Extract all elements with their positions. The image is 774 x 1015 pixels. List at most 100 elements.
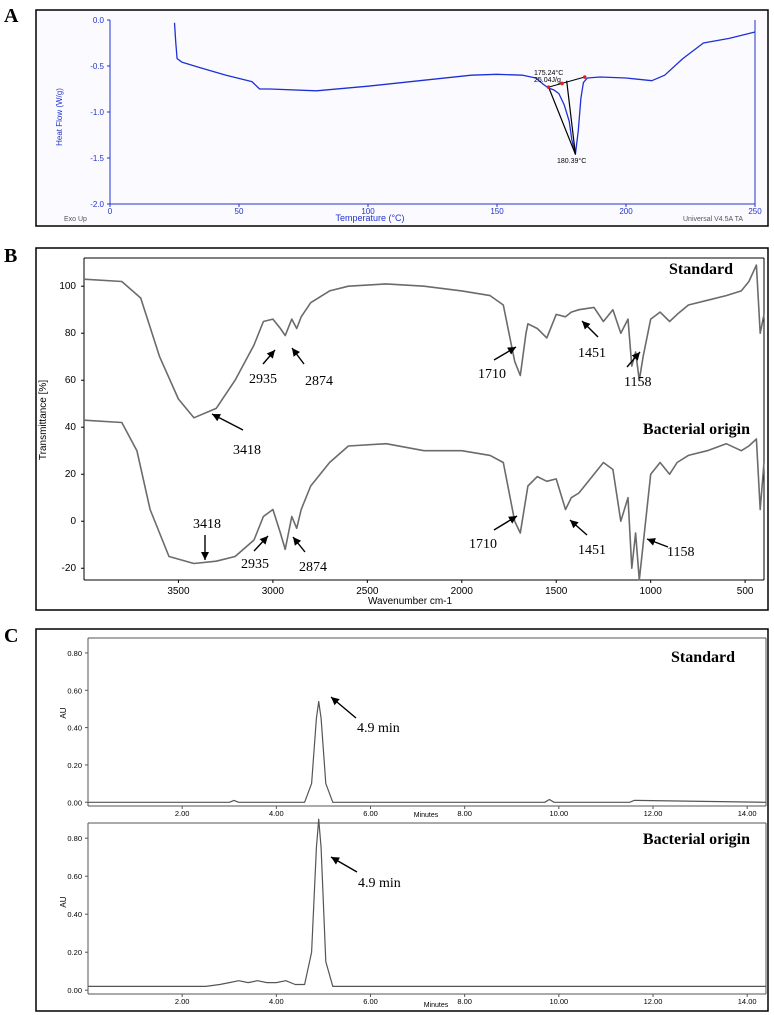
panel-c-standard-x-tick-label: 4.00 (269, 809, 284, 818)
panel-a-plot: 0 50 100 150 200 250 0.0 -0.5 -1.0 -1.5 -2.0 (90, 16, 762, 216)
panel-c-bacterial-peak-arrow-head (331, 857, 340, 865)
panel-c-frame (35, 628, 769, 1012)
panel-a-dsc-thermogram: A 0 50 100 150 200 250 0.0 -0.5 -1.0 -1.5 -2.0 Hea… (4, 5, 769, 227)
panel-b-bac-label-1710: 1710 (469, 537, 497, 552)
panel-a-y-axis-label: Heat Flow (W/g) (55, 88, 64, 146)
panel-b-std-label-2874: 2874 (305, 374, 333, 389)
panel-c-standard-peak-label: 4.9 min (357, 721, 400, 736)
panel-b-bac-arrow-1710-head (508, 516, 517, 524)
panel-b-y-tick-label: 60 (65, 375, 77, 386)
panel-b-y-tick-label: 20 (65, 469, 77, 480)
panel-c-bacterial-y-axis-label: AU (59, 896, 68, 907)
panel-b-std-arrow-1451-head (582, 321, 591, 330)
panel-a-x-tick-label: 50 (235, 207, 244, 216)
panel-c-bacterial-peak-label: 4.9 min (358, 876, 401, 891)
panel-c-bacterial-y-tick-label: 0.20 (67, 948, 82, 957)
panel-a-x-tick-label: 250 (748, 207, 762, 216)
panel-b-std-arrow-3418-head (212, 414, 221, 422)
panel-a-annotation-peak: 180.39°C (557, 157, 586, 165)
panel-b-bac-label-3418: 3418 (193, 517, 221, 532)
panel-a-marker-point (546, 85, 551, 89)
panel-c-standard-y-tick-label: 0.40 (67, 724, 82, 733)
panel-b-x-tick-label: 3000 (262, 586, 285, 597)
panel-b-bac-arrow-3418-head (201, 552, 209, 560)
panel-c-bacterial-x-tick-label: 14.00 (738, 997, 757, 1006)
panel-c-standard-y-axis-label: AU (59, 707, 68, 718)
panel-c-standard-x-tick-label: 12.00 (644, 809, 663, 818)
panel-b-x-tick-label: 2000 (451, 586, 474, 597)
panel-a-annotation-enthalpy: 25.04J/g (534, 77, 561, 84)
panel-a-exo-up-note: Exo Up (64, 216, 87, 223)
panel-a-marker-point (582, 75, 587, 79)
panel-c-hplc-chromatograms: C 2.00 4.00 6.00 8.00 10.00 12.00 14.00 0.00 0.2… (4, 625, 769, 1012)
panel-c-letter: C (4, 625, 18, 647)
panel-a-x-tick-label: 100 (361, 207, 375, 216)
panel-c-bacterial-y-tick-label: 0.00 (67, 986, 82, 995)
panel-b-std-arrow-1710-head (507, 347, 516, 355)
panel-a-letter: A (4, 5, 19, 27)
panel-b-plot: 3500 3000 2500 2000 1500 1000 500 100 80 60 40 20 0 -… (59, 257, 765, 597)
panel-a-x-tick-label: 150 (490, 207, 504, 216)
panel-b-bac-label-2874: 2874 (299, 560, 327, 575)
panel-b-bac-arrow-2874-head (293, 537, 302, 546)
panel-b-std-label-3418: 3418 (233, 443, 261, 458)
panel-b-x-axis-label: Wavenumber cm-1 (368, 596, 453, 607)
panel-a-frame (35, 9, 769, 227)
panel-c-bacterial-x-axis-label: Minutes (424, 1002, 449, 1009)
panel-c-standard-y-tick-label: 0.80 (67, 649, 82, 658)
panel-c-bacterial-y-tick-label: 0.40 (67, 910, 82, 919)
panel-b-std-label-2935: 2935 (249, 372, 277, 387)
panel-b-y-tick-label: -20 (62, 563, 77, 574)
panel-a-y-tick-label: -0.5 (90, 62, 104, 71)
panel-c-standard-x-tick-label: 6.00 (363, 809, 378, 818)
panel-c-bacterial-plot: 2.00 4.00 6.00 8.00 10.00 12.00 14.00 0.00 0.20 0… (67, 818, 767, 1006)
panel-a-y-tick-label: -2.0 (90, 200, 104, 209)
panel-a-integration-baseline (548, 76, 585, 88)
panel-b-std-arrow-2935-head (266, 350, 275, 359)
panel-b-y-axis-label: Transmittance [%] (38, 380, 49, 460)
panel-b-std-label-1710: 1710 (478, 367, 506, 382)
panel-b-bac-arrow-2935-head (259, 536, 268, 545)
panel-c-standard-x-tick-label: 10.00 (549, 809, 568, 818)
panel-a-x-tick-label: 200 (619, 207, 633, 216)
panel-c-standard-x-tick-label: 14.00 (738, 809, 757, 818)
panel-b-std-label-1158: 1158 (624, 375, 651, 390)
panel-a-y-tick-label: 0.0 (93, 16, 105, 25)
panel-b-bac-arrow-1158-head (647, 538, 656, 546)
panel-b-std-label-1451: 1451 (578, 346, 606, 361)
panel-c-bacterial-title: Bacterial origin (643, 831, 750, 848)
panel-a-y-tick-label: -1.0 (90, 108, 104, 117)
panel-a-marker-point (560, 81, 564, 86)
panel-b-std-arrow-1158-head (631, 352, 640, 361)
panel-b-legend-bacterial: Bacterial origin (643, 421, 750, 438)
panel-b-y-tick-label: 0 (70, 516, 76, 527)
panel-c-arrows (330, 696, 358, 873)
panel-b-std-arrow-2874-head (292, 348, 300, 357)
panel-c-standard-plot: 2.00 4.00 6.00 8.00 10.00 12.00 14.00 0.00 0.20 0… (67, 637, 767, 818)
panel-b-letter: B (4, 245, 17, 267)
panel-c-standard-series-line-0 (88, 700, 767, 803)
panel-c-standard-y-tick-label: 0.20 (67, 761, 82, 770)
panel-b-frame (35, 247, 769, 611)
panel-c-standard-peak-arrow-head (331, 697, 340, 706)
panel-a-software-note: Universal V4.5A TA (683, 216, 743, 223)
panel-b-x-tick-label: 3500 (167, 586, 190, 597)
panel-a-x-axis-label: Temperature (°C) (335, 213, 404, 223)
panel-c-standard-y-tick-label: 0.00 (67, 798, 82, 807)
panel-c-standard-x-tick-label: 8.00 (457, 809, 472, 818)
panel-c-standard-title: Standard (671, 649, 735, 666)
panel-b-ftir-spectra: B 3500 3000 2500 2000 1500 1000 500 100 80 60 40 20… (4, 245, 769, 611)
panel-a-series-line-0 (173, 22, 756, 155)
panel-c-bacterial-y-tick-label: 0.60 (67, 872, 82, 881)
panel-a-y-tick-label: -1.5 (90, 154, 104, 163)
panel-c-standard-x-tick-label: 2.00 (175, 809, 190, 818)
panel-c-bacterial-y-tick-label: 0.80 (67, 834, 82, 843)
panel-b-x-tick-label: 1000 (640, 586, 663, 597)
panel-b-series-line-1 (83, 419, 765, 581)
panel-b-y-tick-label: 40 (65, 422, 77, 433)
panel-b-legend-standard: Standard (669, 261, 733, 278)
panel-a-x-tick-label: 0 (108, 207, 113, 216)
panel-b-bac-label-1158: 1158 (667, 545, 694, 560)
panel-a-annotation-onset: 175.24°C (534, 69, 563, 77)
